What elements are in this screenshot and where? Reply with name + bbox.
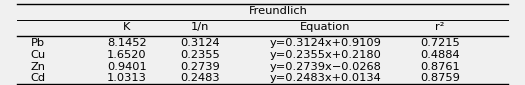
Text: y=0.2483x+0.0134: y=0.2483x+0.0134 [269,74,381,83]
Text: Freundlich: Freundlich [249,6,308,16]
Text: Cu: Cu [30,50,46,60]
Text: 0.2483: 0.2483 [180,74,219,83]
Text: 0.9401: 0.9401 [107,62,146,72]
Text: 0.8761: 0.8761 [420,62,460,72]
Text: 0.4884: 0.4884 [420,50,460,60]
Text: y=0.3124x+0.9109: y=0.3124x+0.9109 [269,38,381,48]
Text: y=0.2355x+0.2180: y=0.2355x+0.2180 [269,50,381,60]
Text: Cd: Cd [30,74,46,83]
Text: 0.2739: 0.2739 [180,62,219,72]
Text: 0.2355: 0.2355 [180,50,219,60]
Text: 8.1452: 8.1452 [107,38,146,48]
Text: 0.8759: 0.8759 [420,74,460,83]
Text: K: K [123,22,130,32]
Text: 1.6520: 1.6520 [107,50,146,60]
Text: Zn: Zn [30,62,46,72]
Text: 1.0313: 1.0313 [107,74,146,83]
Text: Equation: Equation [300,22,350,32]
Text: y=0.2739x−0.0268: y=0.2739x−0.0268 [269,62,381,72]
Text: 0.7215: 0.7215 [420,38,460,48]
Text: Pb: Pb [31,38,45,48]
Text: r²: r² [435,22,445,32]
Text: 1/n: 1/n [191,22,209,32]
Text: 0.3124: 0.3124 [180,38,219,48]
